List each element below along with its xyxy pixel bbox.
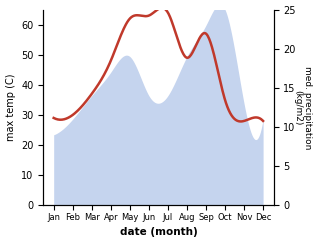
X-axis label: date (month): date (month) (120, 227, 197, 237)
Y-axis label: max temp (C): max temp (C) (5, 74, 16, 141)
Y-axis label: med. precipitation
(kg/m2): med. precipitation (kg/m2) (293, 66, 313, 149)
